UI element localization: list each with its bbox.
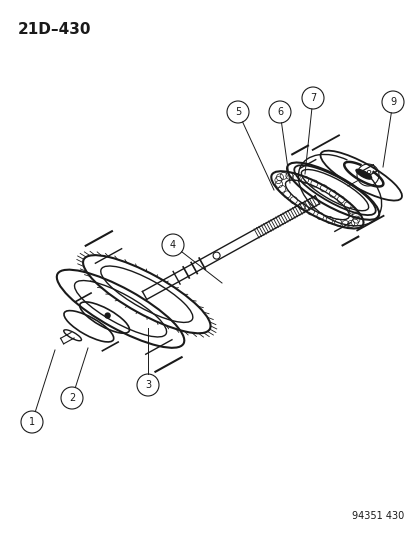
Text: 21D–430: 21D–430 xyxy=(18,22,91,37)
Text: 6: 6 xyxy=(276,107,282,117)
Ellipse shape xyxy=(355,169,371,179)
Text: 3: 3 xyxy=(145,380,151,390)
Text: 94351 430: 94351 430 xyxy=(351,511,403,521)
Text: 7: 7 xyxy=(309,93,316,103)
Text: 2: 2 xyxy=(69,393,75,403)
Text: 4: 4 xyxy=(169,240,176,250)
Text: 9: 9 xyxy=(389,97,395,107)
Text: 1: 1 xyxy=(29,417,35,427)
Text: 5: 5 xyxy=(234,107,240,117)
Text: 8: 8 xyxy=(364,170,370,180)
Circle shape xyxy=(105,313,110,318)
